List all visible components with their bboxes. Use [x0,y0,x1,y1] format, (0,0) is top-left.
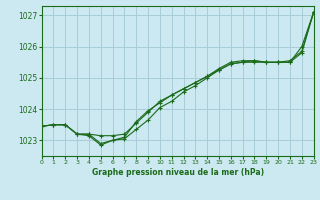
X-axis label: Graphe pression niveau de la mer (hPa): Graphe pression niveau de la mer (hPa) [92,168,264,177]
